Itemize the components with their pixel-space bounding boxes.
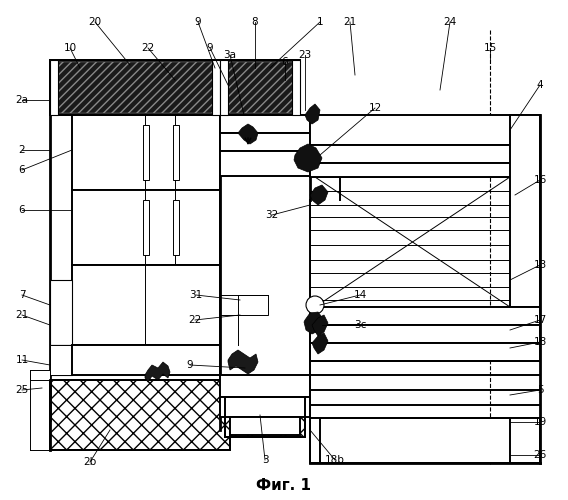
Text: 2b: 2b bbox=[83, 457, 97, 467]
Text: 25: 25 bbox=[15, 385, 28, 395]
Bar bbox=[50, 345, 72, 375]
Text: 3c: 3c bbox=[354, 320, 366, 330]
Bar bbox=[310, 145, 540, 163]
Text: 16: 16 bbox=[533, 175, 546, 185]
Text: 2: 2 bbox=[19, 145, 26, 155]
Text: Фиг. 1: Фиг. 1 bbox=[257, 478, 311, 492]
Text: 11: 11 bbox=[15, 355, 28, 365]
Bar bbox=[222, 62, 298, 113]
Polygon shape bbox=[294, 144, 322, 172]
Text: 31: 31 bbox=[189, 290, 203, 300]
Polygon shape bbox=[312, 333, 328, 354]
Text: 5: 5 bbox=[537, 385, 544, 395]
Bar bbox=[220, 115, 310, 133]
Bar bbox=[143, 200, 149, 255]
Text: 32: 32 bbox=[265, 210, 279, 220]
Bar bbox=[225, 397, 305, 437]
Polygon shape bbox=[304, 312, 324, 334]
Bar bbox=[220, 397, 310, 417]
Bar bbox=[72, 190, 220, 265]
Text: 9: 9 bbox=[187, 360, 193, 370]
Bar bbox=[72, 265, 220, 345]
Text: 6: 6 bbox=[19, 205, 26, 215]
Bar bbox=[292, 60, 300, 115]
Text: 14: 14 bbox=[353, 290, 366, 300]
Bar bbox=[173, 200, 179, 255]
Bar bbox=[50, 380, 230, 450]
Polygon shape bbox=[145, 362, 170, 382]
Text: 22: 22 bbox=[189, 315, 202, 325]
Text: 26: 26 bbox=[533, 450, 546, 460]
Text: 24: 24 bbox=[444, 17, 457, 27]
Polygon shape bbox=[312, 315, 328, 336]
Bar bbox=[220, 133, 310, 151]
Text: 10: 10 bbox=[64, 43, 77, 53]
Text: 17: 17 bbox=[533, 315, 546, 325]
Bar bbox=[50, 60, 220, 115]
Bar bbox=[310, 325, 540, 343]
Text: 18b: 18b bbox=[325, 455, 345, 465]
Polygon shape bbox=[228, 350, 258, 374]
Bar bbox=[50, 380, 230, 450]
Text: 12: 12 bbox=[369, 103, 382, 113]
Text: 4: 4 bbox=[537, 80, 544, 90]
Circle shape bbox=[306, 296, 324, 314]
Text: 23: 23 bbox=[298, 50, 312, 60]
Bar bbox=[310, 163, 540, 177]
Bar bbox=[238, 295, 268, 315]
Bar bbox=[50, 345, 72, 375]
Bar bbox=[212, 60, 220, 115]
Bar bbox=[310, 418, 540, 463]
Bar bbox=[50, 60, 220, 115]
Bar bbox=[72, 115, 220, 190]
Bar bbox=[510, 115, 540, 307]
Text: 22: 22 bbox=[141, 43, 154, 53]
Bar bbox=[220, 375, 310, 397]
Text: 2a: 2a bbox=[15, 95, 28, 105]
Polygon shape bbox=[305, 104, 320, 124]
Bar bbox=[50, 60, 58, 115]
Bar bbox=[310, 115, 540, 145]
Bar bbox=[225, 397, 305, 437]
Polygon shape bbox=[310, 185, 328, 205]
Bar bbox=[320, 418, 510, 463]
Bar bbox=[220, 60, 300, 115]
Text: 9: 9 bbox=[195, 17, 201, 27]
Bar bbox=[320, 418, 510, 463]
Text: 21: 21 bbox=[344, 17, 357, 27]
Text: 7: 7 bbox=[19, 290, 26, 300]
Text: 8: 8 bbox=[252, 17, 258, 27]
Text: 18: 18 bbox=[533, 337, 546, 347]
Text: 9: 9 bbox=[207, 43, 214, 53]
Text: 6: 6 bbox=[282, 57, 289, 67]
Text: 21: 21 bbox=[15, 310, 28, 320]
Text: 1: 1 bbox=[317, 17, 323, 27]
Bar bbox=[220, 60, 300, 115]
Bar bbox=[52, 62, 218, 113]
Text: 13: 13 bbox=[533, 260, 546, 270]
Text: 15: 15 bbox=[483, 43, 496, 53]
Bar bbox=[30, 370, 50, 380]
Text: 3a: 3a bbox=[223, 50, 236, 60]
Bar bbox=[72, 345, 220, 375]
Bar bbox=[220, 60, 228, 115]
Text: 3: 3 bbox=[262, 455, 268, 465]
Bar bbox=[310, 307, 540, 325]
Bar bbox=[230, 417, 300, 435]
Bar bbox=[173, 125, 179, 180]
Bar bbox=[310, 343, 540, 361]
Bar bbox=[220, 151, 310, 176]
Text: 20: 20 bbox=[89, 17, 102, 27]
Text: 6: 6 bbox=[19, 165, 26, 175]
Bar bbox=[50, 280, 72, 345]
Bar bbox=[143, 125, 149, 180]
Polygon shape bbox=[238, 124, 258, 144]
Bar bbox=[310, 177, 510, 307]
Text: 19: 19 bbox=[533, 417, 546, 427]
